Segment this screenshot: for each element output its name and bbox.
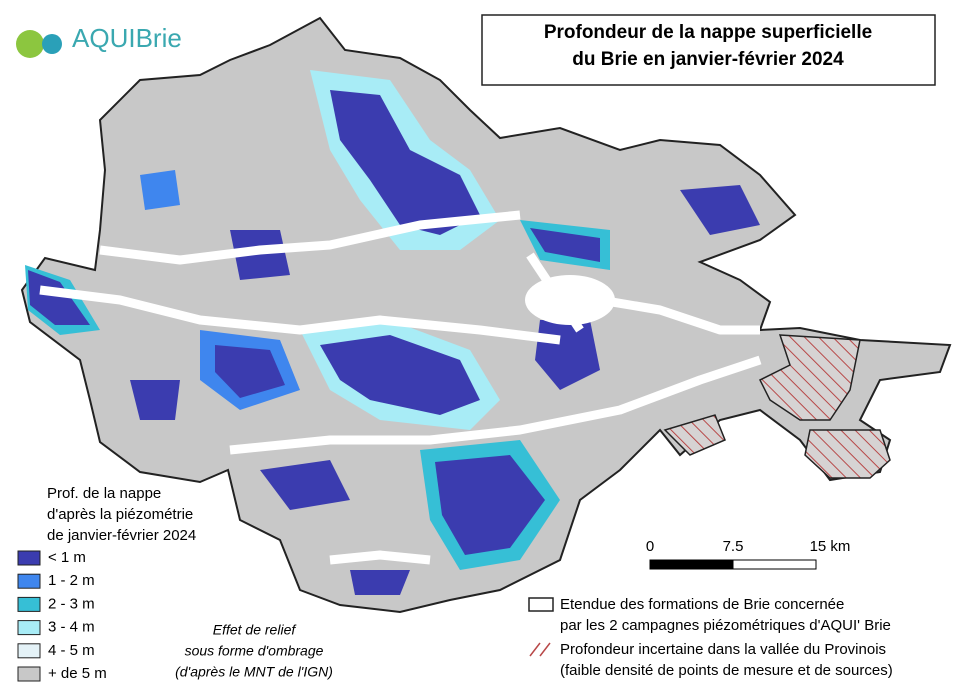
- extent-legend: Etendue des formations de Brie concernée: [560, 596, 844, 613]
- extent-swatch: [528, 597, 554, 612]
- depth-zone: [530, 228, 600, 262]
- depth-zone: [435, 455, 545, 555]
- legend-label: 3 - 4 m: [48, 619, 95, 636]
- legend-label: + de 5 m: [48, 665, 107, 682]
- valley: [229, 355, 762, 455]
- depth-zone: [330, 90, 480, 235]
- legend-label: 2 - 3 m: [48, 595, 95, 612]
- depth-zone: [28, 270, 90, 325]
- legend-label: 1 - 2 m: [48, 572, 95, 589]
- logo-text: AQUIBrie: [72, 23, 182, 53]
- valley: [39, 285, 561, 345]
- valley: [329, 550, 431, 565]
- legend-swatch: [17, 643, 41, 659]
- lake-gap: [525, 275, 615, 325]
- valley: [599, 295, 760, 335]
- land-mass: [20, 16, 952, 614]
- legend-items: < 1 m 1 - 2 m 2 - 3 m 3 - 4 m 4 - 5 m + de 5 …: [17, 549, 107, 682]
- depth-zone: [215, 345, 285, 398]
- uncertain-legend: (faible densité de points de mesure et d…: [560, 662, 893, 679]
- legend-swatch: [17, 620, 41, 636]
- depth-zone: [320, 335, 480, 415]
- legend-label: 4 - 5 m: [48, 642, 95, 659]
- scale-bar: [732, 559, 817, 570]
- logo-mark: [42, 34, 62, 54]
- uncertain-zone: [758, 334, 861, 421]
- scale-bar: [649, 559, 734, 570]
- legend-swatch: [17, 596, 41, 612]
- uncertain-swatch: [529, 642, 551, 657]
- depth-zones: [25, 70, 760, 595]
- title-line: Profondeur de la nappe superficielle: [544, 22, 872, 43]
- depth-zone: [130, 380, 180, 420]
- depth-zone: [230, 230, 290, 280]
- title-box: [481, 14, 936, 86]
- relief-note: (d'après le MNT de l'IGN): [175, 664, 333, 680]
- extent-legend: par les 2 campagnes piézométriques d'AQU…: [560, 617, 891, 634]
- depth-zone: [140, 170, 180, 210]
- legend-title: Prof. de la nappe: [47, 485, 161, 502]
- scale-label: 15 km: [810, 538, 851, 555]
- legend-swatch: [17, 573, 41, 589]
- legend-title: de janvier-février 2024: [47, 527, 196, 544]
- title-line: du Brie en janvier-février 2024: [572, 49, 844, 70]
- scale-label: 7.5: [723, 538, 744, 555]
- relief-note: Effet de relief: [213, 622, 298, 638]
- legend-label: < 1 m: [48, 549, 86, 566]
- legend-title: d'après la piézométrie: [47, 506, 193, 523]
- depth-zone: [350, 570, 410, 595]
- uncertain-zone: [804, 429, 891, 479]
- uncertain-legend: Profondeur incertaine dans la vallée du …: [560, 641, 886, 658]
- valley: [99, 210, 521, 265]
- relief-note: sous forme d'ombrage: [185, 643, 324, 659]
- uncertain-zone: [663, 414, 726, 456]
- legend-swatch: [17, 550, 41, 566]
- legend-swatch: [17, 666, 41, 682]
- logo-mark: [16, 30, 44, 58]
- depth-zone: [260, 460, 350, 510]
- scale-label: 0: [646, 538, 654, 555]
- depth-zone: [680, 185, 760, 235]
